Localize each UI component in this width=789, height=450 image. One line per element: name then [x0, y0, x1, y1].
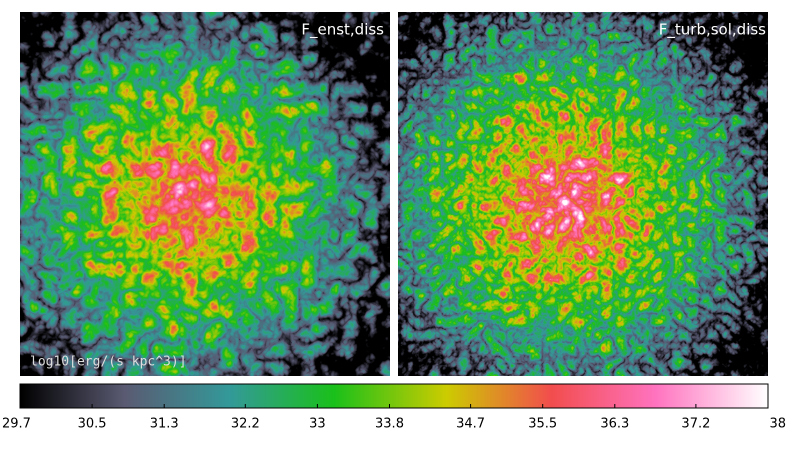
panel-left: F_enst,diss log10[erg/(s kpc^3)] [20, 12, 390, 376]
field-image [20, 12, 390, 376]
tick-label: 35.5 [528, 417, 557, 432]
panel-label: F_turb,sol,diss [659, 21, 766, 40]
tick-label: 38 [769, 417, 786, 432]
tick-label: 37.2 [681, 417, 710, 432]
colorbar-label: log10[erg/(s kpc^3)] [30, 355, 187, 370]
tick-label: 34.7 [456, 417, 485, 432]
colorbar-gradient [19, 383, 769, 409]
panel-right: F_turb,sol,diss [398, 12, 768, 376]
colorbar: 29.7 30.5 31.3 32.2 33 33.8 34.7 35.5 36.3 37.2 38 [2, 383, 786, 432]
tick-label: 31.3 [150, 417, 179, 432]
panel-label: F_enst,diss [301, 21, 384, 40]
tick-label: 32.2 [231, 417, 260, 432]
tick-label: 30.5 [78, 417, 107, 432]
tick-label: 29.7 [2, 417, 31, 432]
tick-label: 33.8 [375, 417, 404, 432]
field-image [398, 12, 768, 376]
tick-label: 33 [309, 417, 326, 432]
tick-label: 36.3 [600, 417, 629, 432]
